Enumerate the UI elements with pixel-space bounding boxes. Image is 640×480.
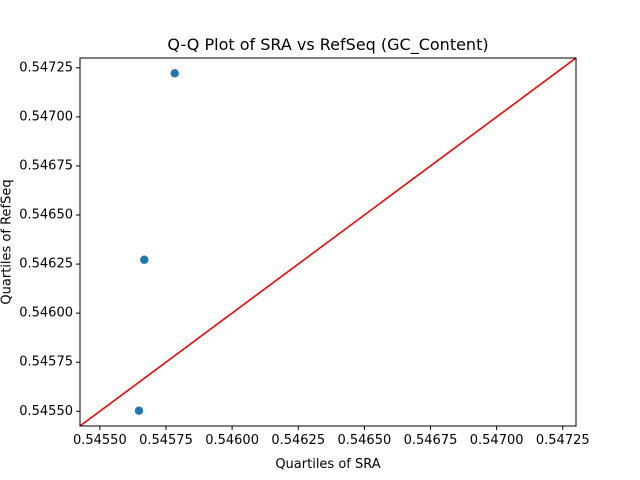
y-tick-label: 0.54575	[19, 355, 73, 370]
y-tick-label: 0.54625	[19, 257, 73, 272]
y-tick-label: 0.54550	[19, 404, 73, 419]
x-tick-label: 0.54575	[139, 433, 193, 448]
reference-line	[80, 58, 576, 426]
chart-title: Q-Q Plot of SRA vs RefSeq (GC_Content)	[167, 35, 488, 55]
y-axis-label: Quartiles of RefSeq	[0, 179, 15, 304]
x-tick-label: 0.54625	[271, 433, 325, 448]
x-tick-label: 0.54650	[337, 433, 391, 448]
x-tick-label: 0.54675	[404, 433, 458, 448]
y-tick-label: 0.54600	[19, 306, 73, 321]
y-tick-label: 0.54675	[19, 158, 73, 173]
data-point	[140, 255, 149, 264]
plot-area: 0.54550 0.54575 0.54600 0.54625 0.54650 0.546…	[19, 57, 590, 448]
plot-frame	[79, 57, 577, 427]
plot-content	[80, 58, 576, 426]
x-tick-label: 0.54550	[73, 433, 127, 448]
y-tick-label: 0.54700	[19, 109, 73, 124]
x-axis-label: Quartiles of SRA	[275, 457, 380, 472]
x-tick-label: 0.54725	[536, 433, 590, 448]
x-tick-label: 0.54600	[205, 433, 259, 448]
data-point	[134, 406, 144, 415]
y-tick-label: 0.54725	[19, 60, 73, 75]
data-point	[170, 69, 179, 78]
y-tick-label: 0.54650	[19, 208, 73, 223]
x-tick-label: 0.54700	[470, 433, 524, 448]
